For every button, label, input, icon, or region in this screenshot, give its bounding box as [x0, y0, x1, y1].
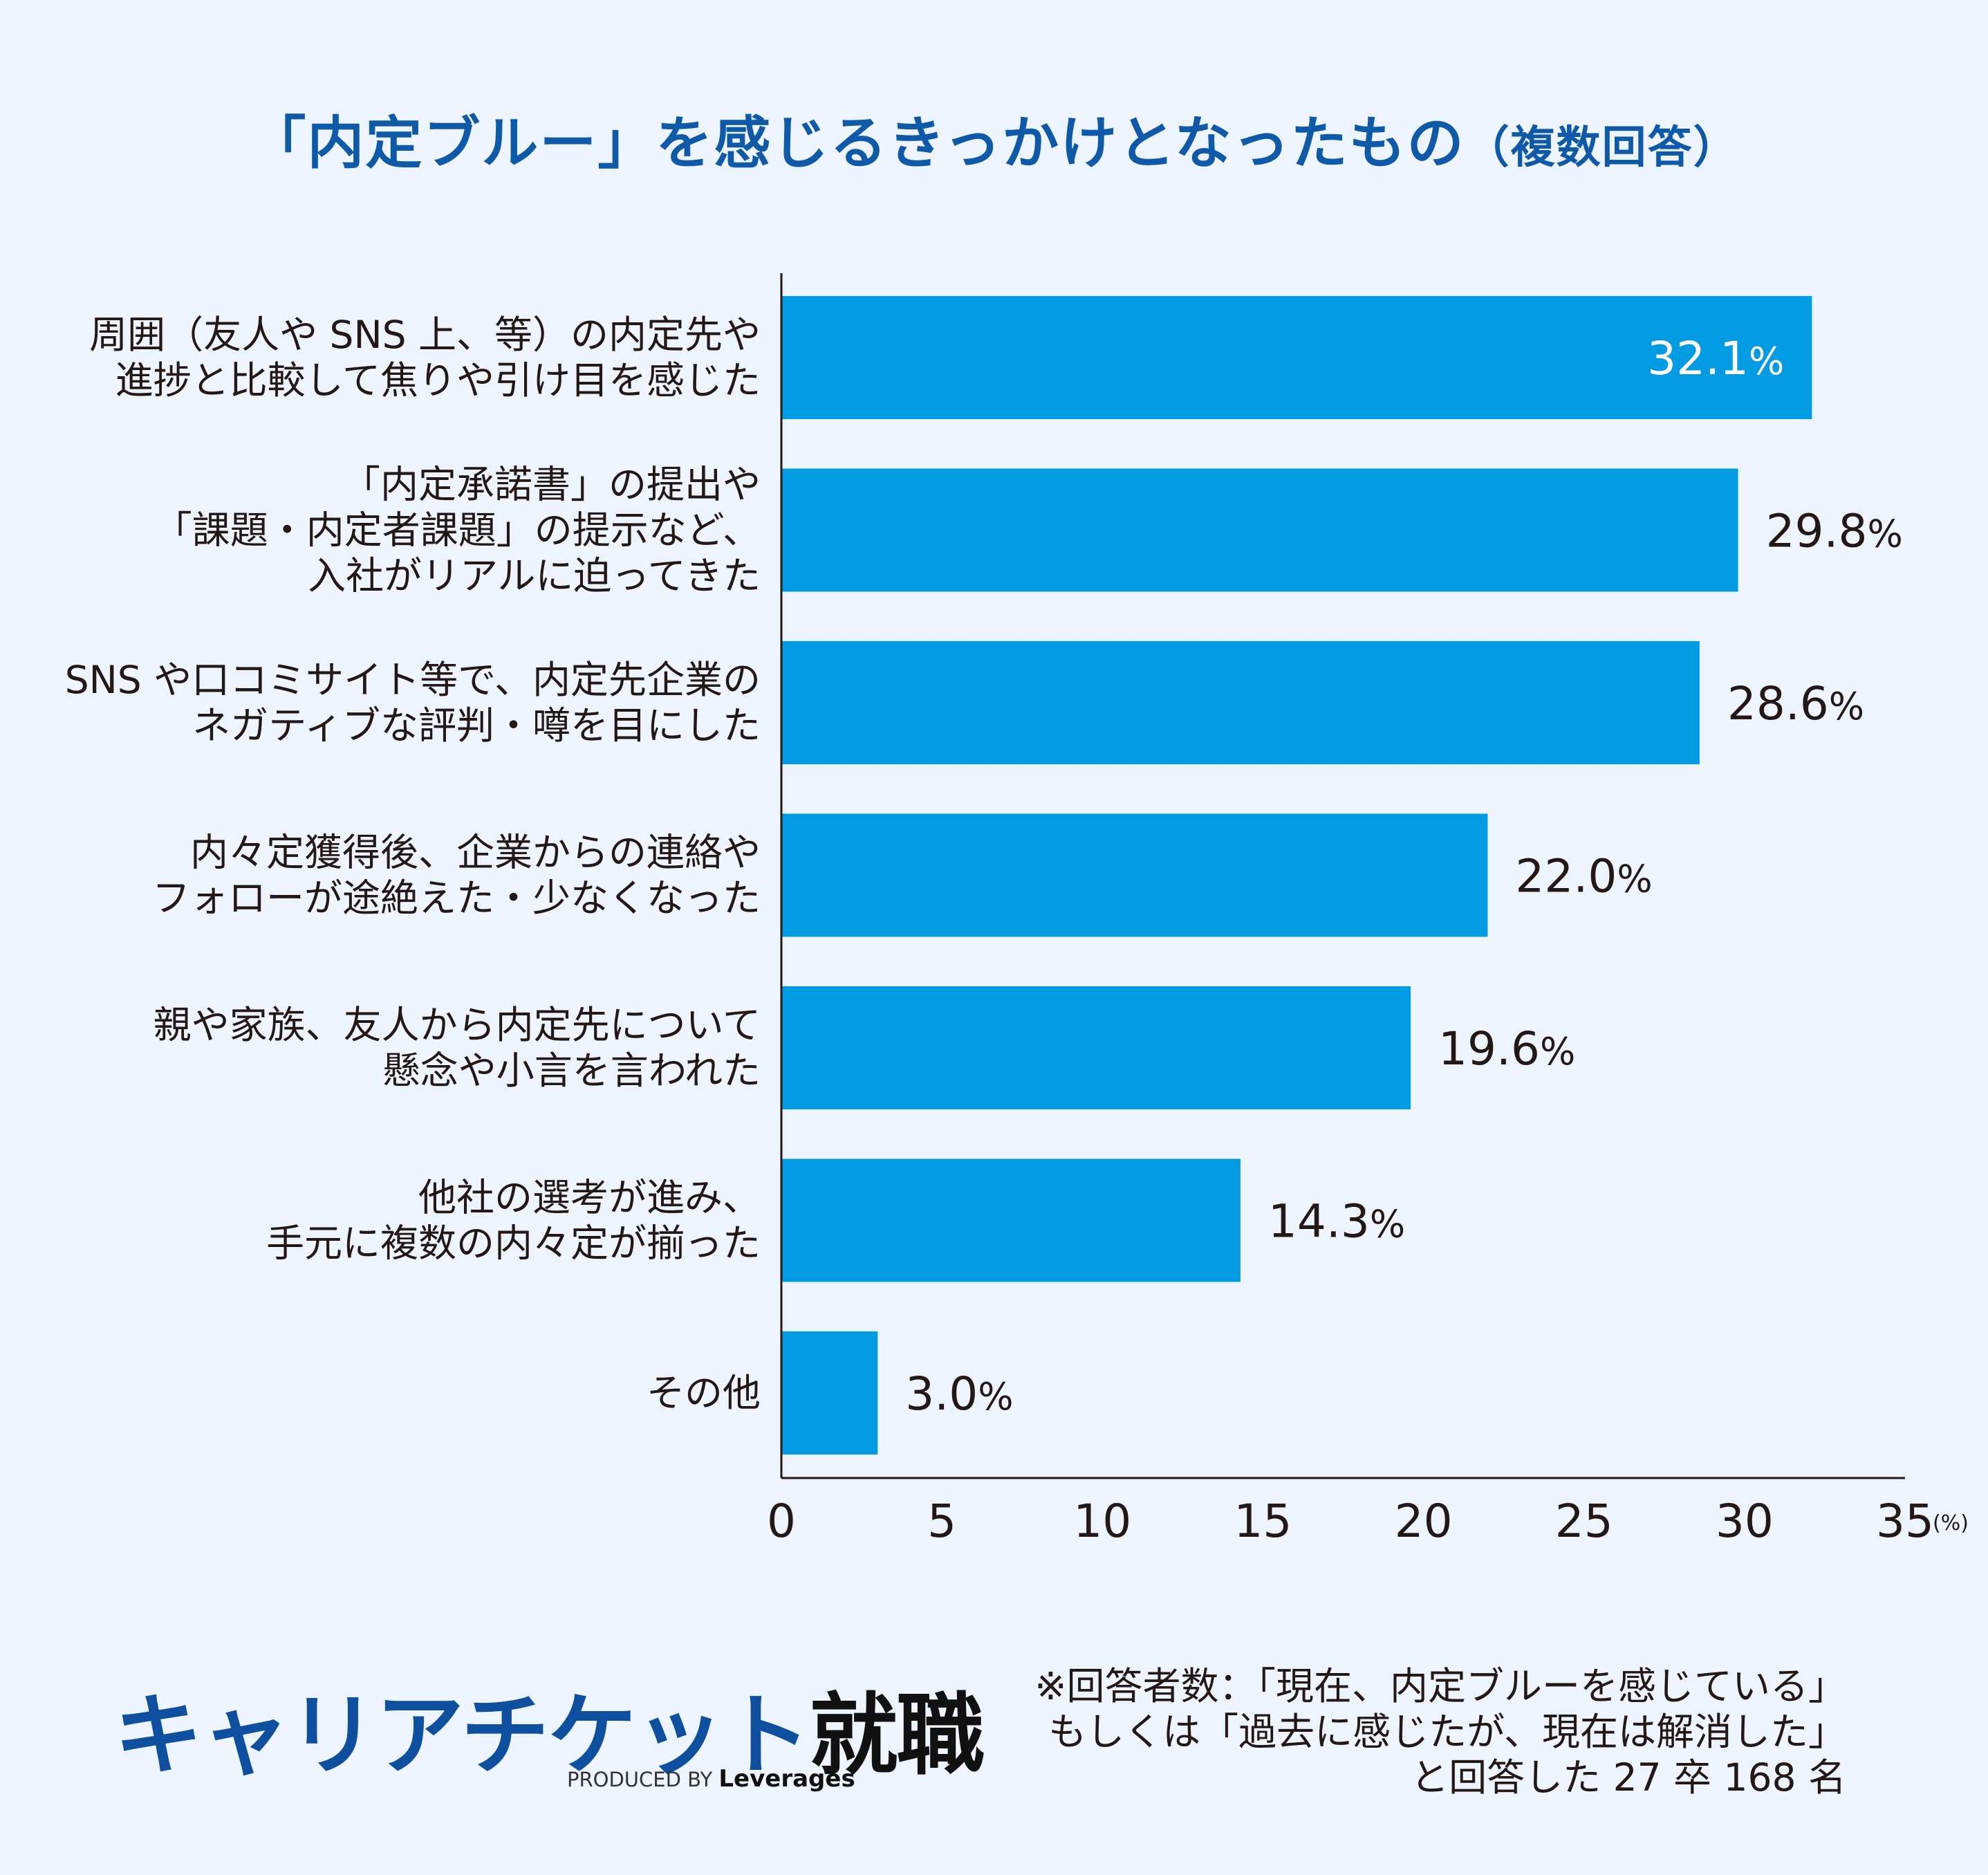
category-label: 入社がリアルに迫ってきた [308, 554, 761, 598]
category-label: 懸念や小言を言われた [382, 1049, 761, 1093]
value-number: 14.3 [1268, 1195, 1370, 1248]
note-line: と回答した 27 卒 168 名 [1411, 1755, 1846, 1800]
value-percent-sign: % [1749, 340, 1784, 383]
category-label: その他 [647, 1371, 761, 1415]
category-label: 内々定獲得後、企業からの連絡や [190, 831, 761, 875]
category-label: 周囲（友人や SNS 上、等）の内定先や [89, 313, 761, 357]
value-label: 14.3% [1268, 1195, 1405, 1248]
value-percent-sign: % [1829, 685, 1864, 728]
bar [781, 1158, 1241, 1282]
value-number: 3.0 [905, 1367, 978, 1421]
category-label: フォローが途絶えた・少なくなった [152, 876, 761, 921]
chart-title-sub: （複数回答） [1465, 122, 1739, 174]
bar-chart: 32.1% 周囲（友人や SNS 上、等）の内定先や進捗と比較して焦りや引け目を感… [65, 273, 1969, 1548]
chart-title-main: 「内定ブルー」を感じるきっかけとなったもの [249, 111, 1465, 176]
bar [781, 296, 1812, 419]
value-label: 22.0% [1515, 850, 1652, 903]
chart-title: 「内定ブルー」を感じるきっかけとなったもの（複数回答） [0, 97, 1988, 179]
category-label: ネガティブな評判・噂を目にした [192, 703, 761, 748]
category-label: 進捗と比較して焦りや引け目を感じた [115, 358, 761, 403]
value-percent-sign: % [978, 1375, 1013, 1419]
value-percent-sign: % [1617, 858, 1652, 901]
produced-by: PRODUCED BY Leverages [567, 1765, 855, 1793]
x-tick-label: 10 [1073, 1495, 1131, 1548]
category-label: SNS や口コミサイト等で、内定先企業の [65, 658, 761, 702]
category-label: 手元に複数の内々定が揃った [266, 1221, 761, 1266]
produced-brand: Leverages [718, 1765, 855, 1793]
brand-logo: キャリアチケット就職 [114, 1663, 985, 1791]
produced-by-text: PRODUCED BY [567, 1768, 713, 1791]
value-label: 29.8% [1766, 505, 1903, 558]
note-line: もしくは「過去に感じたが、現在は解消した」 [1048, 1710, 1846, 1754]
category-label: 親や家族、友人から内定先について [154, 1003, 761, 1047]
bar [781, 813, 1488, 937]
x-tick-label: 0 [767, 1495, 796, 1548]
value-label: 28.6% [1727, 677, 1864, 730]
value-number: 19.6 [1438, 1022, 1540, 1075]
note-line: ※回答者数：「現在、内定ブルーを感じている」 [1034, 1664, 1846, 1708]
bar [781, 1331, 878, 1454]
value-label: 19.6% [1438, 1022, 1575, 1075]
bar [781, 468, 1738, 592]
bar [781, 641, 1700, 764]
x-tick-label: 15 [1234, 1495, 1292, 1548]
category-label: 「課題・内定者課題」の提示など、 [154, 508, 761, 553]
value-number: 28.6 [1727, 677, 1829, 730]
x-tick-label: 25 [1555, 1495, 1613, 1548]
x-tick-label: 20 [1395, 1495, 1453, 1548]
x-tick-label: 5 [927, 1495, 956, 1548]
value-label: 32.1% [1647, 332, 1784, 385]
value-number: 32.1 [1647, 332, 1749, 385]
x-tick-label: 30 [1716, 1495, 1774, 1548]
category-label: 他社の選考が進み、 [418, 1176, 761, 1220]
respondent-note: ※回答者数：「現在、内定ブルーを感じている」 もしくは「過去に感じたが、現在は解… [1034, 1663, 1846, 1800]
value-percent-sign: % [1370, 1203, 1405, 1246]
category-label: 「内定承諾書」の提出や [342, 463, 761, 507]
x-unit-label: (%) [1933, 1511, 1969, 1535]
value-percent-sign: % [1540, 1030, 1575, 1073]
logo-kanji: 就職 [809, 1684, 985, 1787]
x-tick-label: 35 [1876, 1495, 1934, 1548]
logo-text: キャリアチケット [114, 1684, 810, 1787]
value-number: 29.8 [1766, 505, 1868, 558]
value-number: 22.0 [1515, 850, 1617, 903]
bar [781, 986, 1411, 1109]
value-percent-sign: % [1868, 512, 1903, 556]
value-label: 3.0% [905, 1367, 1013, 1421]
